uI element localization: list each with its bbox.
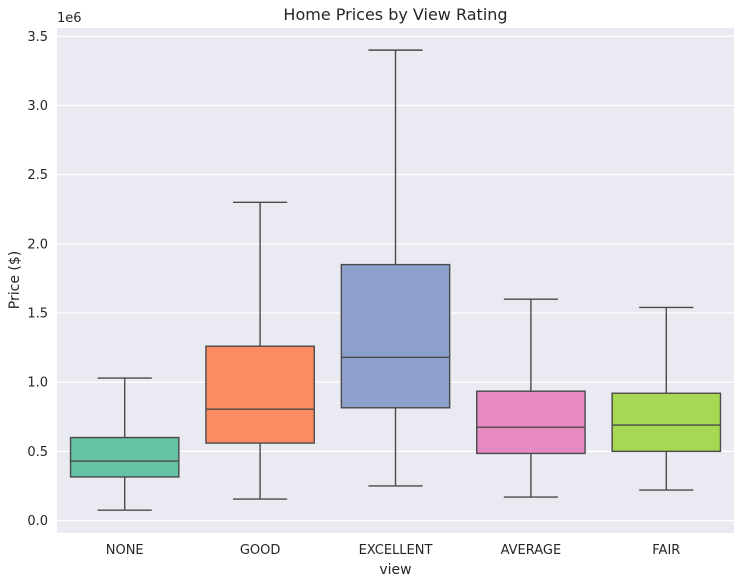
x-tick-label-good: GOOD — [240, 543, 281, 558]
x-axis-label: view — [379, 562, 411, 578]
y-tick-label: 1.0 — [27, 376, 48, 391]
x-tick-label-excellent: EXCELLENT — [359, 543, 433, 558]
x-tick-label-none: NONE — [106, 543, 144, 558]
x-tick-label-average: AVERAGE — [501, 543, 562, 558]
y-tick-label: 3.5 — [27, 30, 48, 45]
y-tick-label: 1.5 — [27, 307, 48, 322]
y-offset-label: 1e6 — [57, 11, 82, 26]
boxes-group — [69, 49, 722, 511]
y-tick-labels: 0.0 0.5 1.0 1.5 2.0 2.5 3.0 3.5 — [27, 30, 48, 529]
box-average — [476, 390, 586, 455]
box-none — [69, 436, 180, 478]
chart-title: Home Prices by View Rating — [283, 5, 507, 24]
x-tick-labels: NONE GOOD EXCELLENT AVERAGE FAIR — [106, 543, 681, 558]
y-tick-label: 2.5 — [27, 168, 48, 183]
y-tick-label: 2.0 — [27, 237, 48, 252]
y-tick-label: 3.0 — [27, 99, 48, 114]
box-good — [205, 345, 315, 444]
y-axis-label: Price ($) — [7, 251, 23, 309]
y-tick-label: 0.0 — [27, 514, 48, 529]
y-tick-label: 0.5 — [27, 445, 48, 460]
x-tick-label-fair: FAIR — [652, 543, 680, 558]
box-excellent — [340, 263, 451, 409]
box-fair — [611, 392, 722, 453]
